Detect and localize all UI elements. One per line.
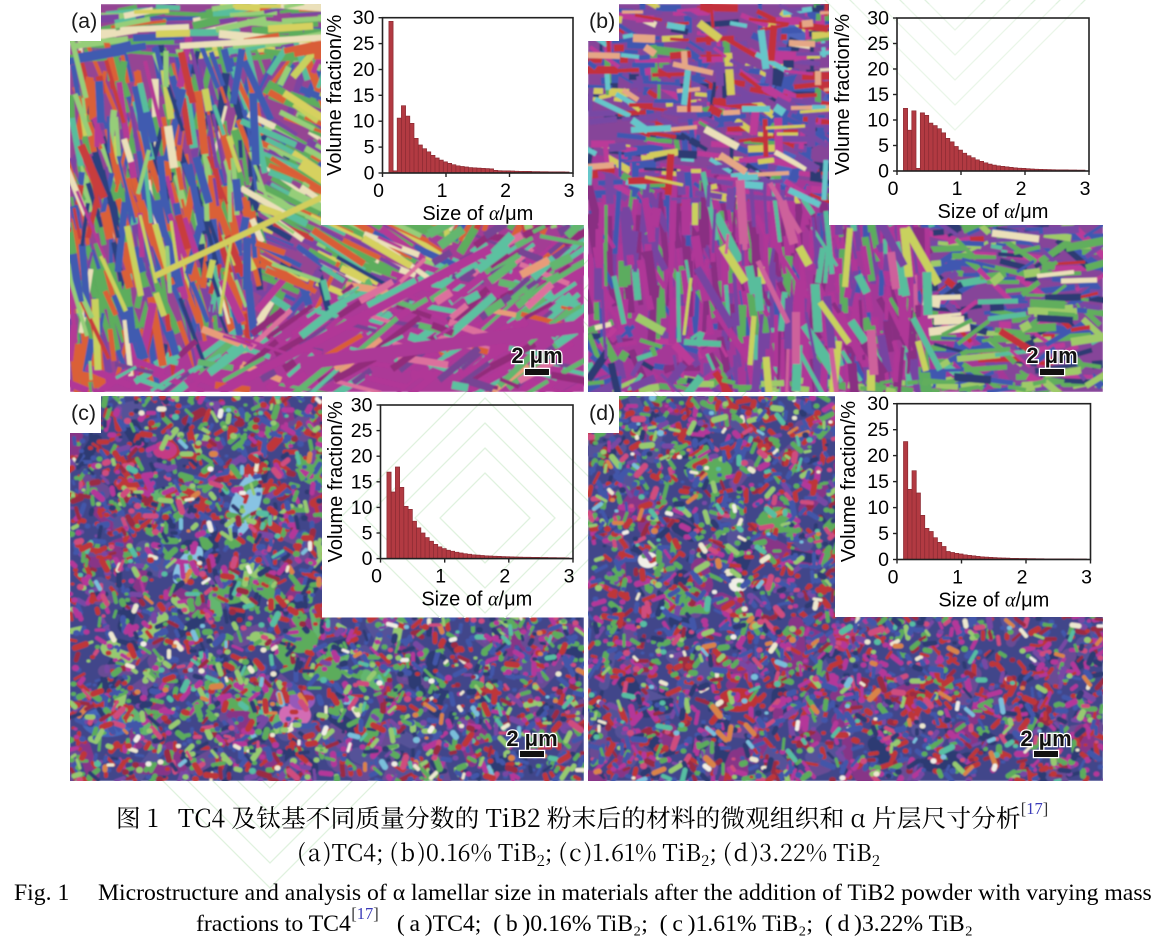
svg-text:1: 1 <box>437 180 448 202</box>
svg-text:Volume fraction/%: Volume fraction/% <box>324 14 346 175</box>
svg-text:Fig. 1: Fig. 1 <box>14 880 69 906</box>
svg-text:15: 15 <box>867 471 889 493</box>
svg-text:2: 2 <box>500 180 511 202</box>
svg-text:25: 25 <box>867 33 889 55</box>
svg-text:[17]: [17] <box>351 904 379 923</box>
svg-text:0: 0 <box>362 548 373 570</box>
svg-text:fractions to TC4: fractions to TC4 <box>196 911 351 937</box>
svg-text:Size of α/μm: Size of α/μm <box>421 589 532 611</box>
svg-text:2 μm: 2 μm <box>1026 343 1077 368</box>
svg-text:Size of α/μm: Size of α/μm <box>422 203 533 225</box>
svg-text:(a): (a) <box>71 9 97 33</box>
svg-text:[17]: [17] <box>1021 799 1048 818</box>
svg-text:2 μm: 2 μm <box>1020 726 1071 751</box>
svg-text:10: 10 <box>867 110 889 132</box>
svg-text:Volume fraction/%: Volume fraction/% <box>832 14 854 175</box>
svg-text:5: 5 <box>878 523 889 545</box>
svg-text:Volume fraction/%: Volume fraction/% <box>838 401 860 562</box>
svg-text:(d): (d) <box>589 401 615 425</box>
svg-text:( a )TC4; ( b )0.16% TiB₂; (: ( a )TC4; ( b )0.16% TiB₂; ( c )1.61% Ti… <box>397 911 973 937</box>
svg-text:0: 0 <box>888 178 899 200</box>
svg-text:1: 1 <box>952 178 963 200</box>
svg-text:Microstructure and analysis of: Microstructure and analysis of α lamella… <box>98 880 1152 906</box>
svg-text:25: 25 <box>353 33 375 55</box>
svg-text:(b): (b) <box>589 9 615 33</box>
svg-text:0: 0 <box>878 161 889 183</box>
svg-text:Volume fraction/%: Volume fraction/% <box>325 401 347 562</box>
svg-text:3: 3 <box>1081 567 1092 589</box>
svg-text:30: 30 <box>351 395 373 417</box>
svg-text:3: 3 <box>1080 178 1091 200</box>
svg-text:2 μm: 2 μm <box>511 343 562 368</box>
svg-text:0: 0 <box>878 549 889 571</box>
svg-text:30: 30 <box>867 393 889 415</box>
svg-text:5: 5 <box>364 137 375 159</box>
svg-text:1: 1 <box>435 566 446 588</box>
svg-text:20: 20 <box>867 59 889 81</box>
svg-text:2: 2 <box>499 566 510 588</box>
svg-text:25: 25 <box>867 419 889 441</box>
svg-text:30: 30 <box>353 7 375 29</box>
svg-text:20: 20 <box>351 446 373 468</box>
svg-text:(c): (c) <box>71 401 96 425</box>
svg-text:1: 1 <box>952 567 963 589</box>
svg-text:Size of α/μm: Size of α/μm <box>938 590 1049 612</box>
svg-text:20: 20 <box>867 445 889 467</box>
svg-text:15: 15 <box>353 85 375 107</box>
svg-text:10: 10 <box>353 111 375 133</box>
svg-text:20: 20 <box>353 59 375 81</box>
svg-text:0: 0 <box>371 566 382 588</box>
svg-text:5: 5 <box>878 135 889 157</box>
svg-text:25: 25 <box>351 420 373 442</box>
svg-text:3: 3 <box>564 566 575 588</box>
svg-text:0: 0 <box>364 163 375 185</box>
svg-text:2 μm: 2 μm <box>506 726 557 751</box>
svg-text:0: 0 <box>373 180 384 202</box>
svg-text:2: 2 <box>1017 567 1028 589</box>
svg-text:10: 10 <box>351 497 373 519</box>
svg-text:5: 5 <box>362 523 373 545</box>
svg-text:15: 15 <box>867 84 889 106</box>
svg-text:10: 10 <box>867 497 889 519</box>
svg-text:0: 0 <box>888 567 899 589</box>
svg-text:3: 3 <box>564 180 575 202</box>
svg-text:15: 15 <box>351 471 373 493</box>
svg-text:Size of α/μm: Size of α/μm <box>938 201 1049 223</box>
svg-text:2: 2 <box>1016 178 1027 200</box>
svg-text:30: 30 <box>867 8 889 30</box>
